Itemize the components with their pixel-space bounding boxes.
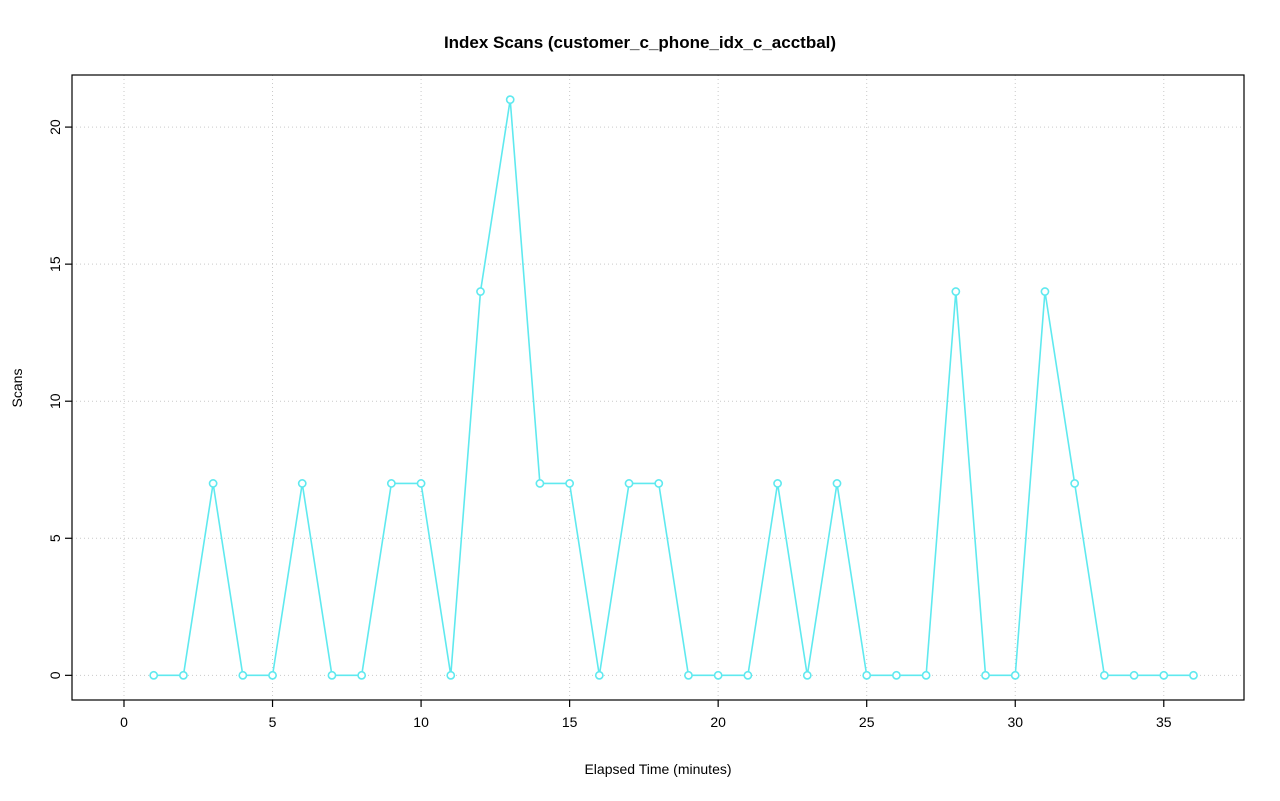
x-tick-label: 20 bbox=[710, 714, 726, 730]
y-axis-label: Scans bbox=[9, 369, 25, 408]
y-tick-label: 10 bbox=[47, 393, 63, 409]
gridlines bbox=[72, 75, 1244, 700]
x-tick-label: 0 bbox=[120, 714, 128, 730]
x-tick-label: 30 bbox=[1007, 714, 1023, 730]
y-tick-label: 0 bbox=[47, 671, 63, 679]
x-axis-label: Elapsed Time (minutes) bbox=[584, 761, 731, 777]
axes: 0 5 10 15 20 25 30 35 0 5 10 15 20 bbox=[47, 74, 1245, 730]
x-tick-label: 10 bbox=[413, 714, 429, 730]
x-tick-label: 5 bbox=[269, 714, 277, 730]
y-tick-label: 20 bbox=[47, 119, 63, 135]
x-tick-label: 35 bbox=[1156, 714, 1172, 730]
y-tick-label: 15 bbox=[47, 256, 63, 272]
chart-title: Index Scans (customer_c_phone_idx_c_acct… bbox=[444, 33, 836, 52]
data-series bbox=[149, 95, 1198, 680]
x-tick-label: 15 bbox=[562, 714, 578, 730]
y-tick-label: 5 bbox=[47, 534, 63, 542]
x-tick-label: 25 bbox=[859, 714, 875, 730]
